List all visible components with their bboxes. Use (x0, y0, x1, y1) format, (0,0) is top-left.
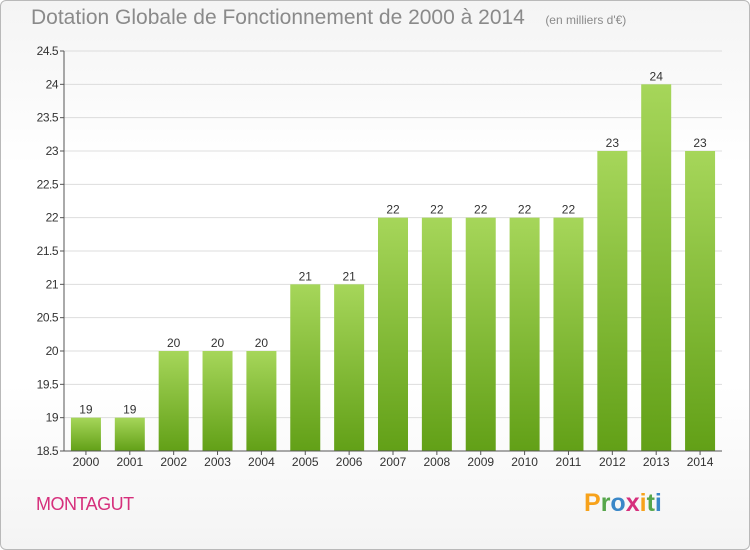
x-tick-label: 2012 (599, 455, 626, 469)
x-tick-label: 2008 (424, 455, 451, 469)
brand-letter: o (610, 489, 626, 517)
brand-logo: Proxiti (584, 489, 662, 518)
data-label: 23 (693, 136, 707, 150)
brand-letter: i (639, 489, 647, 517)
labels: 18.5 19 19.5 20 20.5 21 21.5 22 22.5 23 23.5 24 24.5… (37, 44, 714, 469)
bar (70, 417, 101, 451)
data-label: 21 (299, 269, 313, 283)
x-tick-label: 2005 (292, 455, 319, 469)
bar (202, 351, 233, 451)
x-tick-label: 2006 (336, 455, 363, 469)
y-tick-label: 20 (46, 344, 59, 358)
y-tick-label: 24.5 (37, 44, 59, 58)
data-label: 22 (562, 203, 576, 217)
data-label: 22 (518, 203, 532, 217)
y-tick-label: 23 (46, 144, 59, 158)
data-label: 22 (430, 203, 444, 217)
x-tick-label: 2011 (556, 455, 582, 469)
bar (378, 217, 408, 451)
data-label: 24 (650, 69, 664, 83)
chart-subtitle: (en milliers d'€) (545, 13, 627, 27)
brand-letter: x (625, 489, 640, 517)
chart-title: Dotation Globale de Fonctionnement de 20… (31, 6, 525, 29)
x-tick-label: 2009 (467, 455, 494, 469)
bar (246, 351, 277, 451)
y-tick-label: 22 (46, 211, 59, 225)
title-row: Dotation Globale de Fonctionnement de 20… (31, 6, 626, 30)
x-tick-label: 2010 (511, 455, 538, 469)
data-label: 20 (211, 336, 225, 350)
y-tick-label: 20.5 (37, 311, 59, 325)
axes (60, 50, 722, 455)
bars (70, 84, 716, 451)
y-tick-label: 18.5 (37, 444, 59, 458)
bar (114, 417, 145, 451)
bar (290, 284, 321, 451)
data-label: 19 (79, 403, 93, 417)
data-label: 20 (255, 336, 269, 350)
place-name: MONTAGUT (36, 494, 134, 514)
x-tick-label: 2007 (380, 455, 407, 469)
x-tick-label: 2001 (116, 455, 143, 469)
x-tick-label: 2002 (160, 455, 187, 469)
brand-letter: i (654, 489, 662, 517)
data-label: 21 (342, 269, 356, 283)
data-label: 20 (167, 336, 181, 350)
bar (465, 217, 496, 451)
x-tick-label: 2000 (73, 455, 100, 469)
data-label: 22 (386, 203, 400, 217)
x-tick-label: 2003 (204, 455, 231, 469)
bar (421, 217, 452, 451)
data-label: 23 (606, 136, 620, 150)
bar (158, 351, 189, 451)
bar (685, 151, 716, 451)
data-label: 22 (474, 203, 488, 217)
y-tick-label: 19 (46, 411, 59, 425)
brand-letter: t (646, 489, 655, 517)
bar (334, 284, 365, 451)
y-tick-label: 19.5 (37, 377, 59, 391)
bar (641, 84, 672, 451)
x-tick-label: 2014 (687, 455, 714, 469)
y-tick-label: 23.5 (37, 111, 59, 125)
x-tick-label: 2004 (248, 455, 275, 469)
bar (509, 217, 540, 451)
brand-letter: r (600, 489, 611, 517)
data-label: 19 (123, 403, 137, 417)
y-tick-label: 24 (46, 77, 59, 91)
x-tick-label: 2013 (643, 455, 670, 469)
y-tick-label: 21 (46, 277, 59, 291)
y-tick-label: 21.5 (37, 244, 59, 258)
brand-letter: P (584, 489, 601, 517)
bar (553, 217, 584, 451)
bar (597, 151, 628, 451)
y-tick-label: 22.5 (37, 177, 59, 191)
